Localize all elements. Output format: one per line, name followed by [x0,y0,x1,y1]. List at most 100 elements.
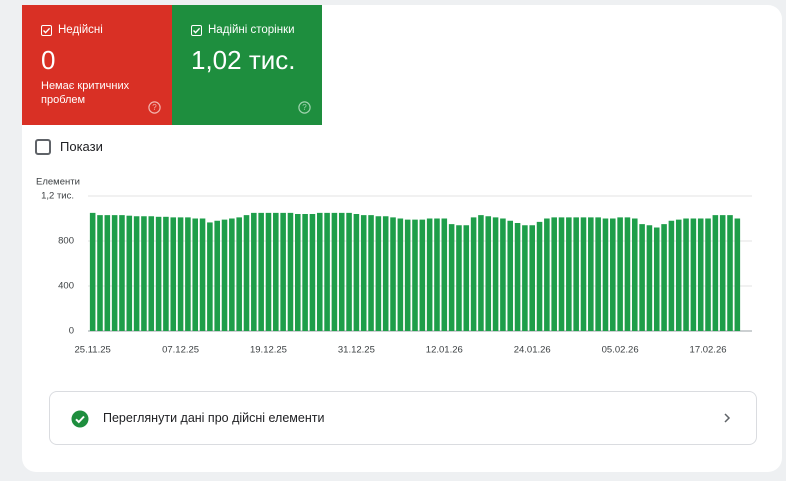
bar [456,225,462,331]
link-text: Переглянути дані про дійсні елементи [103,411,325,425]
bar [697,218,704,331]
bar [97,215,103,331]
bar [522,225,528,331]
bar [273,212,279,331]
bar [412,219,418,331]
bar [566,217,572,331]
chevron [724,413,731,423]
bar [617,217,623,331]
ok-icon [71,410,89,428]
x-tick-label: 05.02.26 [602,345,639,356]
bar [163,216,169,331]
bar [500,218,506,331]
bar [192,218,199,331]
card: Недійсні 0 Немає критичних проблем ? Над… [22,5,782,472]
bar [382,216,389,331]
bar [463,225,470,331]
bar [485,216,492,331]
bar [229,218,235,331]
bar [207,222,213,331]
tile-title: Недійсні [58,24,103,36]
bar [331,212,338,331]
tile-value: 1,02 тис. [191,45,296,75]
bar [441,218,448,331]
bar [280,212,286,331]
bar [89,212,96,331]
bar [111,215,118,331]
bar [690,218,697,331]
bar [507,220,514,331]
bar [236,217,242,331]
valid-items-link[interactable]: Переглянути дані про дійсні елементи [49,391,757,445]
toggle-checkbox[interactable] [35,139,51,155]
bar [705,218,711,331]
toggle-label[interactable]: Покази [60,139,103,154]
invalid-tile[interactable]: Недійсні 0 Немає критичних проблем ? [22,5,172,125]
bar [104,215,111,331]
bar [390,217,396,331]
x-tick-label: 19.12.25 [250,345,287,356]
bar [588,217,594,331]
bar [185,217,191,331]
bar [368,215,374,331]
bar [529,225,535,331]
bar [470,217,477,331]
bar [646,225,653,331]
bar [265,212,272,331]
bar [221,219,228,331]
tile-title: Надійні сторінки [208,24,295,36]
bar [653,227,660,331]
bar [514,223,521,331]
svg-text:?: ? [302,103,307,112]
y-tick-label: 400 [58,281,74,292]
bar [719,215,726,331]
bar [302,214,308,331]
bar [551,217,557,331]
help-icon[interactable]: ? [148,101,161,114]
bar [155,216,162,331]
bar [338,212,345,331]
bar [661,224,667,331]
bar [199,218,206,331]
bar [595,217,601,331]
bar [668,220,675,331]
bar [602,218,609,331]
bar [119,215,125,331]
bar [727,215,733,331]
bar [610,218,616,331]
bar [375,216,382,331]
bar [624,217,631,331]
bar [214,220,220,331]
bar [287,212,294,331]
bar [126,215,133,331]
y-axis-label: Елементи [36,177,80,188]
y-tick-label: 800 [58,236,74,247]
svg-text:?: ? [152,103,157,112]
bar [309,214,316,331]
bar [346,212,352,331]
bar [258,212,264,331]
valid-tile[interactable]: Надійні сторінки 1,02 тис. ? [172,5,322,125]
checkbox-icon [191,25,202,36]
bar [148,216,155,331]
x-tick-label: 12.01.26 [426,345,463,356]
bar [426,218,433,331]
x-tick-label: 17.02.26 [690,345,727,356]
bar [177,217,184,331]
bar [675,219,682,331]
bar [712,215,719,331]
bar [631,218,638,331]
help-icon[interactable]: ? [298,101,311,114]
bar [536,221,543,331]
bar [639,224,645,331]
y-tick-label: 1,2 тис. [41,191,74,202]
x-tick-label: 31.12.25 [338,345,375,356]
x-tick-label: 07.12.25 [162,345,199,356]
bar [316,212,323,331]
bar [295,214,301,331]
bar [353,214,360,331]
tile-subtitle: Немає критичних проблем [41,80,130,106]
bar [324,212,330,331]
bar [544,218,550,331]
